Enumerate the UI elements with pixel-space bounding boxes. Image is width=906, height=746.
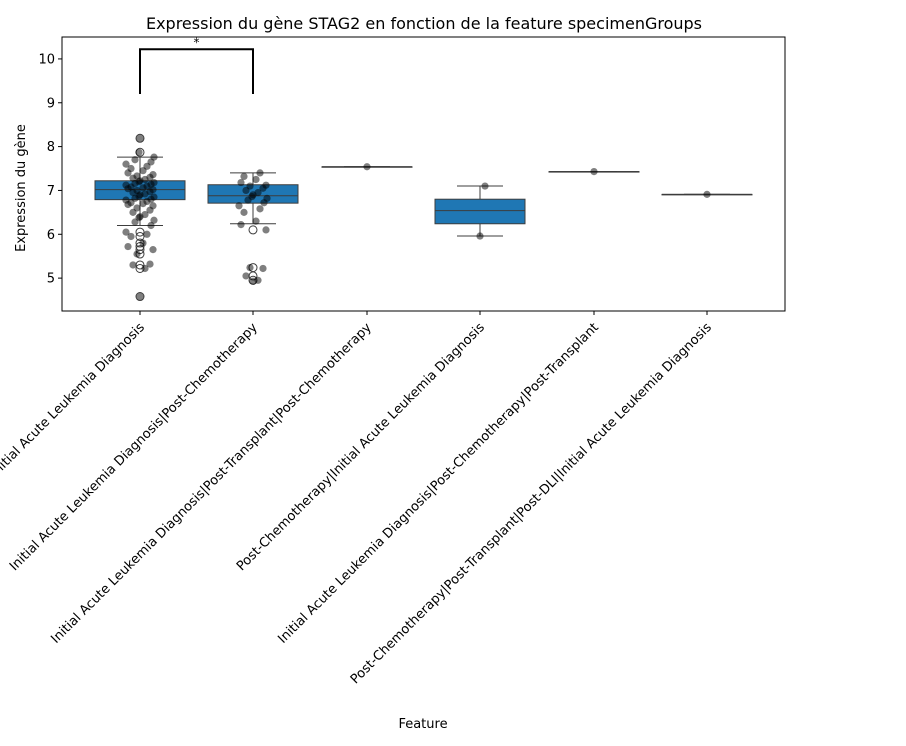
significance-bracket — [139, 48, 254, 94]
y-tick-label: 8 — [47, 140, 55, 155]
outlier-point — [135, 231, 145, 241]
y-tick-label: 5 — [47, 272, 55, 287]
data-point — [122, 196, 130, 204]
outlier-point — [135, 227, 145, 237]
x-tick-label: Post-Chemotherapy|Initial Acute Leukemia… — [234, 320, 488, 574]
data-point — [149, 246, 157, 254]
x-axis-label: Feature — [398, 717, 447, 732]
data-point — [136, 134, 144, 142]
data-point — [127, 232, 135, 241]
data-point — [363, 163, 371, 171]
outlier-point — [248, 225, 258, 235]
x-tick-label: Post-Chemotherapy|Post-Transplant|Post-D… — [348, 320, 715, 687]
data-point — [147, 221, 155, 230]
data-point — [150, 193, 158, 201]
data-point — [590, 167, 598, 176]
data-point — [263, 194, 271, 202]
data-point — [254, 276, 262, 284]
data-point — [122, 228, 130, 236]
data-point — [136, 292, 144, 301]
data-point — [252, 217, 260, 225]
significance-label: * — [194, 35, 200, 49]
data-point — [237, 221, 245, 229]
data-point — [139, 239, 147, 247]
data-point — [262, 226, 270, 234]
data-point — [122, 181, 130, 189]
outlier-point — [135, 133, 145, 143]
y-axis-label: Expression du gène — [14, 124, 29, 252]
box — [434, 198, 526, 225]
data-point — [150, 153, 158, 161]
x-tick-label: Initial Acute Leukemia Diagnosis|Post-Ch… — [7, 320, 261, 574]
data-point — [240, 172, 248, 181]
data-point — [254, 189, 262, 197]
data-point — [149, 171, 157, 179]
data-point — [481, 182, 489, 190]
data-point — [252, 175, 260, 184]
data-point — [256, 169, 264, 177]
data-point — [150, 216, 158, 224]
data-point — [150, 178, 158, 187]
data-point — [124, 242, 132, 251]
y-tick-label: 9 — [47, 96, 55, 111]
data-point — [237, 178, 245, 187]
data-point — [129, 261, 137, 269]
data-point — [141, 210, 149, 219]
data-point — [133, 250, 141, 258]
data-point — [246, 182, 254, 190]
y-tick-label: 10 — [38, 52, 55, 67]
data-point — [476, 232, 484, 240]
data-point — [133, 186, 141, 195]
data-point — [262, 181, 270, 189]
y-tick-label: 6 — [47, 228, 55, 243]
data-point — [133, 172, 141, 180]
data-point — [703, 190, 711, 198]
data-point — [141, 264, 149, 273]
data-point — [235, 202, 243, 210]
data-point — [259, 264, 267, 273]
data-point — [133, 204, 141, 212]
data-point — [149, 202, 157, 210]
data-point — [246, 263, 254, 272]
plot-area: * — [94, 35, 753, 302]
data-point — [122, 160, 130, 168]
y-tick-label: 7 — [47, 184, 55, 199]
outlier-point — [135, 292, 145, 302]
data-point — [242, 272, 250, 280]
data-point — [131, 156, 139, 164]
data-point — [256, 205, 264, 213]
data-point — [146, 260, 154, 268]
data-point — [135, 148, 143, 156]
plot-frame — [61, 36, 786, 312]
data-point — [240, 208, 248, 216]
chart-title: Expression du gène STAG2 en fonction de … — [146, 14, 702, 33]
data-point — [127, 164, 135, 173]
data-point — [143, 230, 151, 238]
